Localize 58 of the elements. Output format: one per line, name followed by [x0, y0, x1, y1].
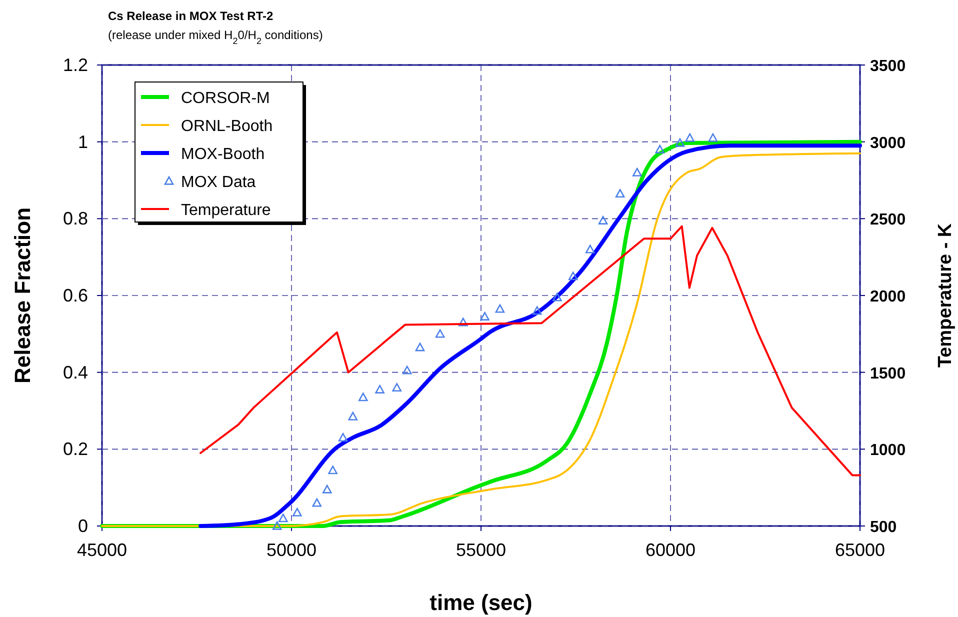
y2-tick-label: 3000: [870, 134, 906, 152]
point: [392, 383, 402, 392]
y2-tick-label: 2000: [870, 288, 906, 306]
point: [685, 133, 694, 142]
legend-label: Temperature: [181, 202, 271, 219]
legend-label: CORSOR-M: [181, 90, 270, 107]
point: [708, 133, 718, 142]
y2-tick-label: 2500: [870, 212, 906, 229]
legend-label: MOX Data: [181, 174, 256, 191]
point: [292, 508, 302, 516]
point: [278, 514, 288, 522]
point: [338, 432, 348, 442]
point: [272, 521, 282, 530]
x-tick-label: 55000: [456, 540, 506, 560]
x-tick-label: 50000: [266, 540, 317, 560]
point: [495, 304, 505, 313]
x-tick-label: 45000: [76, 540, 128, 560]
y2-tick-label: 500: [870, 519, 897, 536]
point: [568, 272, 578, 280]
point: [586, 244, 595, 254]
y-tick-label: 0: [78, 516, 88, 536]
y-tick-label: 0.2: [62, 439, 88, 460]
y-tick-label: 0.6: [62, 286, 88, 306]
x-tick-label: 60000: [645, 540, 696, 560]
point: [480, 312, 490, 320]
point: [358, 392, 368, 402]
point: [348, 412, 358, 420]
point: [312, 498, 322, 507]
y2-tick-label: 1000: [870, 442, 906, 460]
chart-title: Cs Release in MOX Test RT-2: [108, 9, 274, 23]
chart-subtitle: (release under mixed H$_{2}$0/H$_{2}$ conditions): [108, 28, 323, 46]
point: [375, 384, 384, 394]
x-tick-label: 65000: [834, 540, 886, 560]
y2-tick-label: 1500: [870, 365, 906, 382]
y-tick-label: 1: [78, 132, 88, 152]
legend-label: MOX-Booth: [181, 146, 265, 163]
point: [435, 329, 445, 338]
point: [532, 306, 542, 315]
point: [402, 366, 412, 374]
point: [655, 144, 665, 154]
point: [322, 484, 332, 494]
y-axis-title: Release Fraction: [10, 207, 35, 384]
point: [415, 342, 425, 352]
x-axis-title: time (sec): [430, 590, 532, 615]
y2-tick-label: 3500: [870, 58, 906, 75]
point: [458, 318, 468, 326]
line-series: [200, 225, 861, 476]
point: [328, 466, 338, 474]
y2-axis-title: Temperature - K: [935, 223, 956, 368]
y-tick-label: 0.4: [62, 362, 88, 382]
y-tick-label: 0.8: [62, 208, 88, 229]
point: [615, 189, 625, 198]
point: [675, 138, 685, 147]
point: [632, 168, 642, 176]
y-tick-label: 1.2: [62, 55, 88, 75]
legend-label: ORNL-Booth: [181, 118, 273, 135]
point: [598, 216, 608, 224]
point: [552, 292, 562, 302]
